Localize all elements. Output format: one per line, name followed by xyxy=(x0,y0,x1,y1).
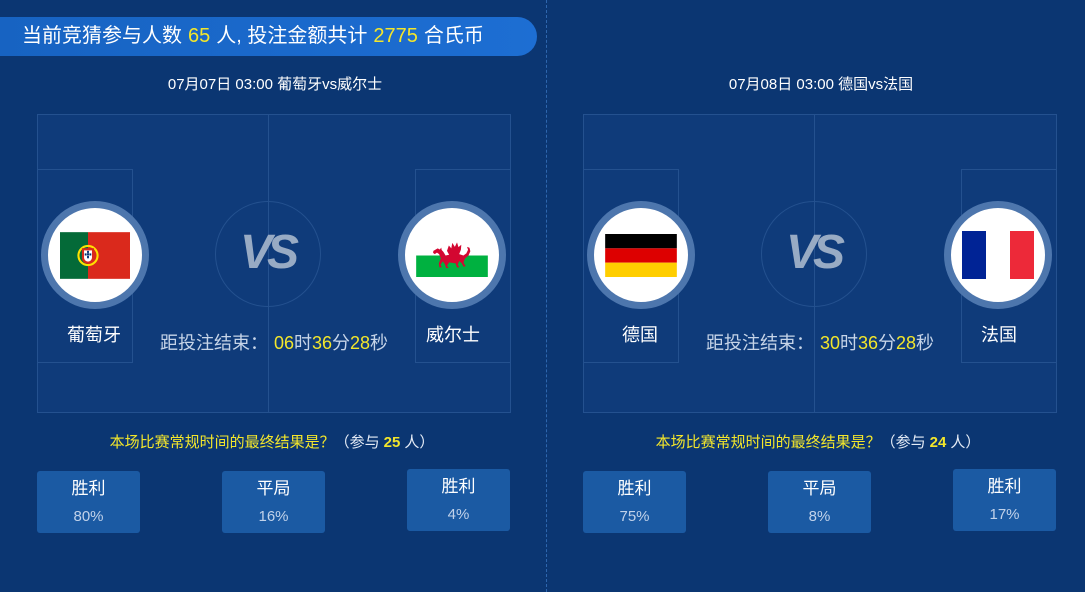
seconds-unit: 秒 xyxy=(370,333,389,353)
germany-flag-icon xyxy=(605,233,677,277)
home-team-name: 德国 xyxy=(622,325,658,345)
option-percent: 16% xyxy=(258,508,289,525)
currency-label: 合氏币 xyxy=(423,25,484,47)
home-team-name: 葡萄牙 xyxy=(67,325,121,345)
stats-banner: 当前竞猜参与人数 65 人, 投注金额共计 2775 合氏币 xyxy=(0,17,537,56)
option-label: 胜利 xyxy=(441,477,476,496)
france-flag-icon xyxy=(962,231,1034,279)
match-title: 07月08日 03:00 德国vs法国 xyxy=(728,76,914,93)
question-participants-close: 人） xyxy=(950,434,981,451)
countdown-seconds: 28 xyxy=(350,333,371,353)
countdown-seconds: 28 xyxy=(896,333,917,353)
question-participants-count: 25 xyxy=(383,434,401,451)
bet-home-win-button[interactable]: 胜利 80% xyxy=(37,471,140,533)
question-text: 本场比赛常规时间的最终结果是？ xyxy=(655,434,881,451)
participants-count: 65 xyxy=(188,25,211,47)
option-label: 平局 xyxy=(256,479,291,498)
countdown-label: 距投注结束： xyxy=(705,333,814,353)
match-panel-1: 07月07日 03:00 葡萄牙vs威尔士 VS 葡萄牙 威尔士 距投注结束 xyxy=(0,0,539,592)
option-label: 胜利 xyxy=(617,479,652,498)
bet-draw-button[interactable]: 平局 8% xyxy=(768,471,871,533)
option-percent: 17% xyxy=(989,506,1020,523)
vs-logo: VS xyxy=(239,226,299,279)
bet-amount: 2775 xyxy=(373,25,418,47)
countdown-hours: 30 xyxy=(819,333,840,353)
countdown-hours: 06 xyxy=(273,333,294,353)
countdown-label: 距投注结束： xyxy=(159,333,268,353)
minutes-unit: 分 xyxy=(332,333,351,353)
vs-logo: VS xyxy=(785,226,845,279)
match-title: 07月07日 03:00 葡萄牙vs威尔士 xyxy=(167,76,383,93)
bet-away-win-button[interactable]: 胜利 17% xyxy=(953,469,1056,531)
home-team-badge xyxy=(587,201,695,309)
bet-draw-button[interactable]: 平局 16% xyxy=(222,471,325,533)
question-text: 本场比赛常规时间的最终结果是？ xyxy=(109,434,335,451)
match-panel-2: 07月08日 03:00 德国vs法国 VS 德国 法国 距投注结束： 30时36… xyxy=(546,0,1085,592)
betting-countdown: 距投注结束： 06时36分28秒 xyxy=(114,331,434,355)
panel-divider xyxy=(546,0,547,592)
question-participants-open: （参与 xyxy=(334,434,380,451)
result-question: 本场比赛常规时间的最终结果是？（参与 24 人） xyxy=(608,433,1028,453)
option-percent: 4% xyxy=(447,506,470,523)
wales-flag-icon xyxy=(416,233,488,277)
bet-away-win-button[interactable]: 胜利 4% xyxy=(407,469,510,531)
seconds-unit: 秒 xyxy=(916,333,935,353)
question-participants-count: 24 xyxy=(929,434,947,451)
countdown-minutes: 36 xyxy=(857,333,879,353)
option-label: 胜利 xyxy=(71,479,106,498)
pitch-center-circle xyxy=(761,201,867,307)
participants-prefix: 当前竞猜参与人数 xyxy=(22,25,182,47)
option-percent: 75% xyxy=(619,508,650,525)
countdown-minutes: 36 xyxy=(311,333,333,353)
option-label: 平局 xyxy=(802,479,837,498)
portugal-flag-icon xyxy=(60,231,130,279)
bet-home-win-button[interactable]: 胜利 75% xyxy=(583,471,686,533)
question-participants-close: 人） xyxy=(404,434,435,451)
pitch-center-circle xyxy=(215,201,321,307)
hours-unit: 时 xyxy=(293,333,312,353)
home-team-badge xyxy=(41,201,149,309)
amount-prefix: 人, 投注金额共计 xyxy=(216,25,368,47)
question-participants-open: （参与 xyxy=(880,434,926,451)
result-question: 本场比赛常规时间的最终结果是？（参与 25 人） xyxy=(62,433,482,453)
away-team-name: 法国 xyxy=(981,325,1017,345)
minutes-unit: 分 xyxy=(878,333,897,353)
away-team-badge xyxy=(944,201,1052,309)
option-label: 胜利 xyxy=(987,477,1022,496)
betting-countdown: 距投注结束： 30时36分28秒 xyxy=(660,331,980,355)
option-percent: 80% xyxy=(73,508,104,525)
away-team-badge xyxy=(398,201,506,309)
option-percent: 8% xyxy=(808,508,831,525)
hours-unit: 时 xyxy=(839,333,858,353)
away-team-name: 威尔士 xyxy=(426,325,480,345)
